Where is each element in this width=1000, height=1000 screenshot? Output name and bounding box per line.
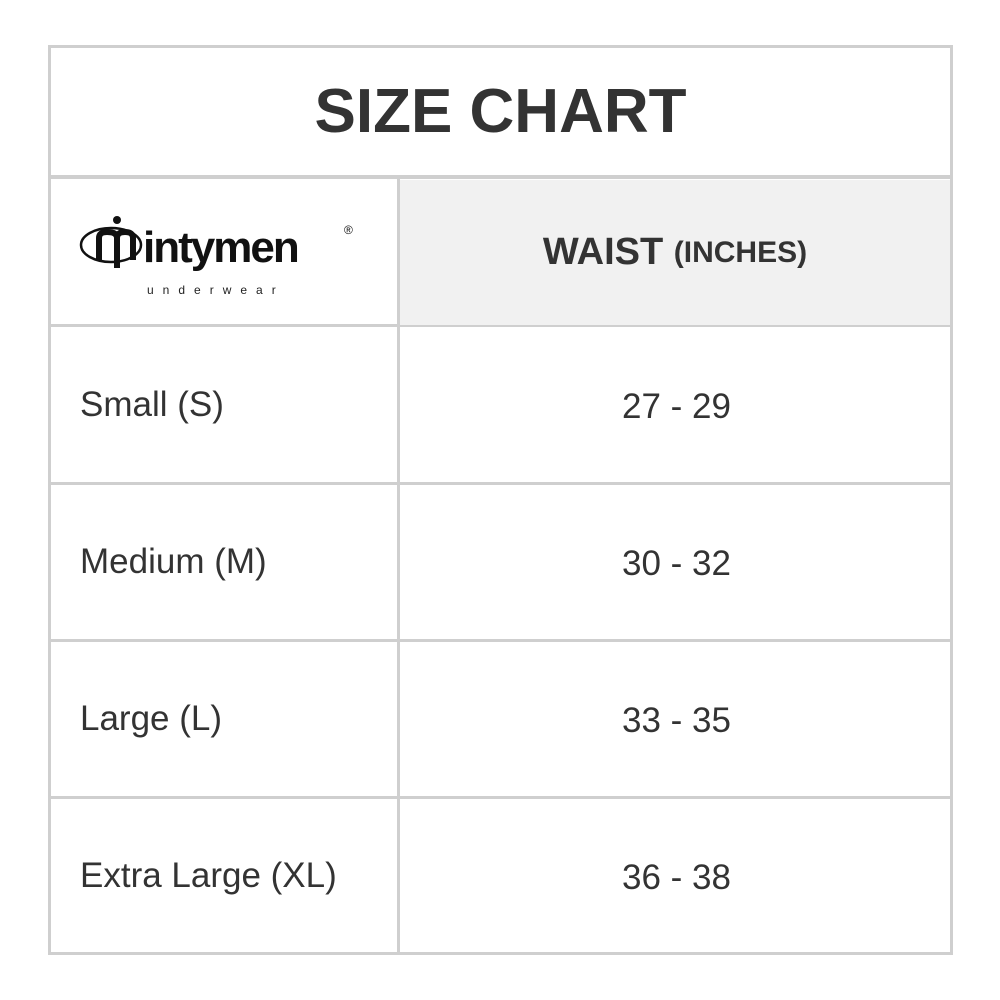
size-label: Medium (M) — [80, 541, 267, 581]
waist-column-header: WAIST (INCHES) — [400, 180, 950, 325]
size-label: Small (S) — [80, 384, 224, 424]
waist-value: 30 - 32 — [622, 543, 731, 583]
size-label: Extra Large (XL) — [80, 855, 337, 895]
divider — [48, 324, 953, 327]
brand-logo: intymen ® underwear — [51, 180, 397, 325]
divider — [397, 177, 400, 955]
size-label: Large (L) — [80, 698, 223, 738]
header-waist: WAIST — [542, 231, 664, 273]
waist-value: 27 - 29 — [622, 386, 731, 426]
divider — [48, 482, 953, 485]
size-chart-table — [48, 45, 953, 955]
logo-tagline: underwear — [147, 283, 285, 297]
waist-value: 36 - 38 — [622, 857, 731, 897]
header-unit: (INCHES) — [673, 235, 808, 269]
waist-value: 33 - 35 — [622, 700, 731, 740]
divider — [48, 796, 953, 799]
page-title: SIZE CHART — [314, 76, 687, 146]
divider — [48, 639, 953, 642]
divider — [48, 175, 953, 179]
registered-mark: ® — [344, 223, 353, 237]
logo-wordmark: intymen — [143, 223, 298, 272]
